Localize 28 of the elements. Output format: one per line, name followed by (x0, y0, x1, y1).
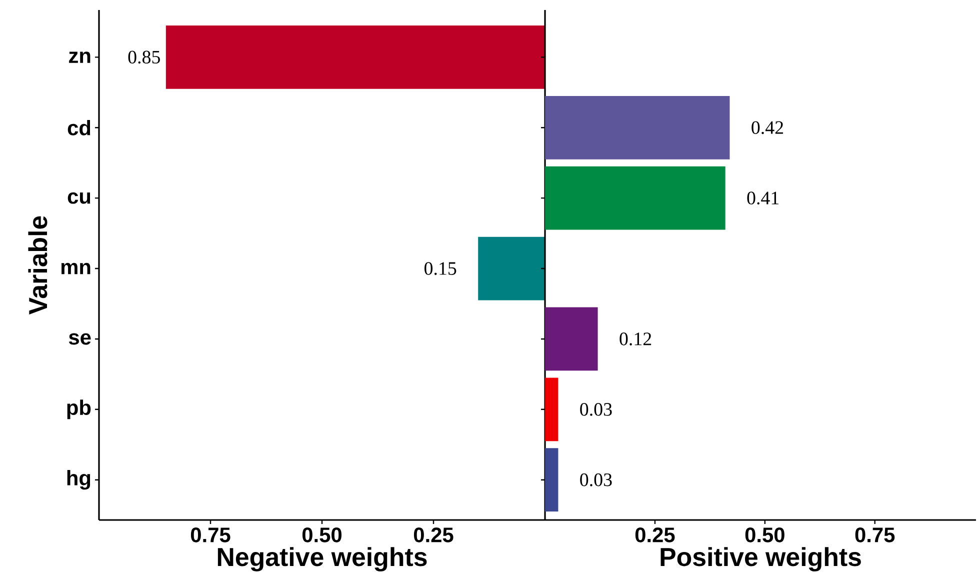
bar (545, 96, 730, 160)
y-tick-label: cu (68, 192, 90, 204)
data-label: 0.03 (580, 402, 612, 416)
x-tick-label: 0.50 (302, 528, 342, 542)
data-label: 0.12 (620, 332, 652, 346)
x-tick-label: 0.75 (190, 528, 230, 542)
x-tick-label: 0.50 (745, 528, 784, 542)
data-label: 0.41 (747, 192, 779, 205)
x-axis-title: Positive weights (660, 547, 861, 572)
x-tick-label: 0.75 (855, 528, 895, 542)
data-label: 0.15 (424, 262, 456, 275)
bar (545, 448, 558, 512)
y-tick-label: zn (69, 52, 90, 63)
bar (545, 307, 598, 371)
y-tick-label: hg (67, 470, 90, 490)
data-label: 0.42 (752, 121, 783, 134)
bar (545, 166, 726, 230)
x-axis-title: Negative weights (218, 547, 427, 572)
data-label: 0.03 (580, 473, 612, 486)
bar (545, 378, 558, 442)
x-tick-label: 0.25 (635, 528, 675, 542)
data-label: 0.85 (128, 50, 160, 64)
y-tick-label: cd (68, 120, 90, 136)
y-tick-label: se (68, 333, 91, 345)
y-tick-label: pb (67, 400, 91, 420)
y-tick-label: mn (61, 262, 90, 274)
y-axis-title: Variable (28, 216, 48, 315)
x-tick-label: 0.25 (414, 528, 454, 542)
